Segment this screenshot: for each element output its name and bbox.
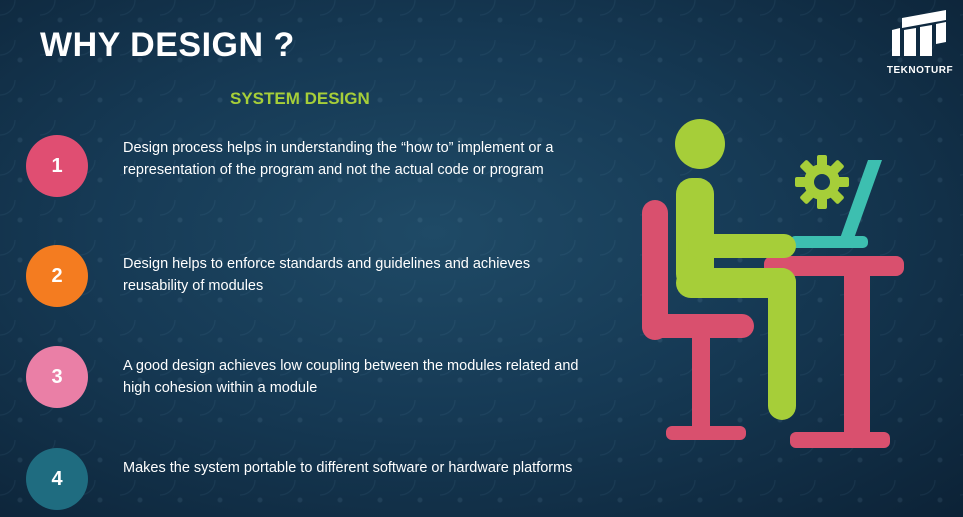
point-text: A good design achieves low coupling betw… [123,358,579,396]
number-badge: 2 [26,245,88,307]
gear-icon [795,155,849,209]
point-text: Design helps to enforce standards and gu… [123,256,531,294]
point-text: Makes the system portable to different s… [123,460,573,476]
number-badge: 1 [26,135,88,197]
number-badge: 3 [26,346,88,408]
teknoturf-logo: TEKNOTURF [884,8,956,76]
teknoturf-logo-icon [892,10,946,56]
person-at-computer-illustration [630,108,930,463]
point-text: Design process helps in understanding th… [123,140,554,178]
number-badge: 4 [26,448,88,510]
slide-subtitle: SYSTEM DESIGN [230,89,370,108]
logo-label: TEKNOTURF [886,65,954,76]
slide-title: WHY DESIGN ? [40,26,295,64]
person-at-computer-icon [642,119,904,448]
